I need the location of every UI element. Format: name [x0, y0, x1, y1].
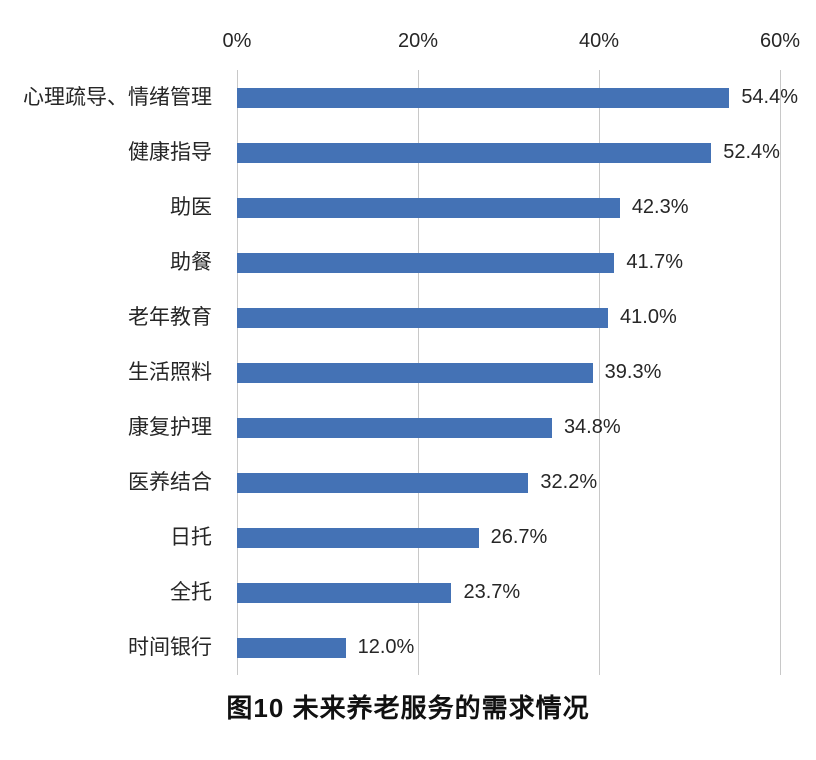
- category-label: 医养结合: [128, 471, 212, 494]
- value-label: 41.7%: [626, 251, 684, 273]
- bar: [237, 472, 529, 493]
- value-label: 34.8%: [563, 416, 621, 438]
- x-axis-tick-label: 40%: [578, 30, 620, 52]
- value-label: 32.2%: [540, 471, 598, 493]
- category-label: 时间银行: [128, 636, 212, 659]
- value-label: 12.0%: [357, 636, 415, 658]
- bar: [237, 527, 479, 548]
- chart-title: 图10 未来养老服务的需求情况: [226, 693, 590, 723]
- value-label: 41.0%: [620, 306, 677, 328]
- bar: [237, 252, 615, 273]
- category-label: 健康指导: [128, 141, 212, 164]
- bar: [237, 637, 346, 658]
- bar: [237, 87, 730, 108]
- gridline-60%: [780, 70, 781, 675]
- x-axis-tick-label: 0%: [222, 30, 252, 52]
- category-label: 助医: [170, 196, 212, 219]
- category-label: 助餐: [170, 251, 212, 274]
- category-label: 全托: [170, 581, 212, 604]
- category-label: 心理疏导、情绪管理: [23, 86, 212, 109]
- bar: [237, 582, 452, 603]
- value-label: 39.3%: [604, 361, 662, 383]
- category-label: 生活照料: [128, 361, 212, 384]
- value-label: 54.4%: [741, 86, 799, 108]
- category-label: 日托: [170, 526, 212, 549]
- x-axis-tick-label: 60%: [759, 30, 801, 52]
- category-label: 老年教育: [128, 306, 212, 329]
- value-label: 52.4%: [723, 141, 780, 163]
- bar: [237, 142, 712, 163]
- bar: [237, 417, 552, 438]
- category-label: 康复护理: [128, 416, 212, 439]
- x-axis-tick-label: 20%: [397, 30, 439, 52]
- value-label: 26.7%: [490, 526, 548, 548]
- bar: [237, 362, 593, 383]
- value-label: 42.3%: [631, 196, 689, 218]
- bar: [237, 197, 620, 218]
- gridline-40%: [599, 70, 600, 675]
- bar: [237, 307, 609, 328]
- value-label: 23.7%: [463, 581, 521, 603]
